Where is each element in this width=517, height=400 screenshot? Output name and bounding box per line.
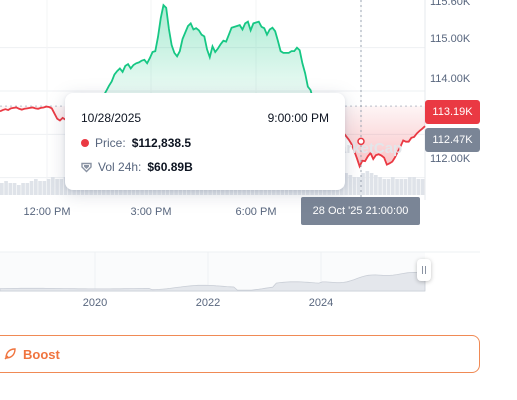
x-tick-label: 3:00 PM — [130, 206, 172, 218]
volume-bar — [416, 179, 421, 195]
volume-bar — [8, 183, 13, 195]
volume-bar — [352, 177, 357, 195]
price-line-above — [95, 3, 322, 107]
volume-bar — [399, 179, 404, 195]
tooltip-time: 9:00:00 PM — [267, 111, 329, 125]
price-dot-icon — [81, 139, 89, 147]
cursor-timestamp: 28 Oct '25 21:00:00 — [301, 197, 420, 225]
hover-point — [357, 137, 365, 146]
overview-chart[interactable] — [0, 251, 480, 292]
tooltip-volume-row: Vol 24h: $60.89B — [81, 160, 193, 174]
handle-grip-line — [422, 266, 423, 274]
volume-bar — [420, 179, 425, 195]
volume-bar — [29, 181, 34, 195]
volume-bar — [51, 177, 55, 195]
range-drag-handle[interactable] — [417, 259, 431, 281]
volume-bar — [21, 183, 25, 195]
volume-bar — [25, 183, 30, 195]
volume-bar — [395, 179, 399, 195]
y-tick-label: 115.60K — [430, 0, 471, 8]
tooltip-volume-value: $60.89B — [147, 160, 193, 174]
y-tick-label: 115.00K — [430, 33, 471, 45]
rocket-icon — [4, 348, 16, 360]
volume-bar — [361, 173, 365, 195]
x-tick-label: 6:00 PM — [235, 206, 277, 218]
volume-bar — [378, 177, 382, 195]
hover-price-tag: 112.47K — [425, 128, 480, 152]
volume-bar — [374, 175, 378, 195]
current-price-tag: 113.19K — [425, 100, 480, 124]
volume-bar — [55, 179, 59, 195]
tooltip-price-row: Price: $112,838.5 — [81, 136, 191, 150]
overview-area — [0, 271, 426, 292]
tooltip-price-label: Price: — [95, 136, 126, 150]
y-tick-label: 112.00K — [430, 153, 471, 165]
volume-bar — [382, 179, 387, 195]
volume-bar — [348, 175, 353, 195]
volume-bar — [17, 185, 21, 195]
y-tick-label: 114.00K — [430, 73, 471, 85]
shield-icon — [81, 162, 92, 172]
overview-x-tick-label: 2022 — [195, 297, 221, 309]
volume-bar — [412, 177, 416, 195]
watermark: arketCap — [338, 140, 403, 157]
boost-button-label: Boost — [23, 346, 60, 362]
volume-bar — [357, 177, 361, 195]
x-tick-label: 12:00 PM — [23, 206, 71, 218]
tooltip-date: 10/28/2025 — [81, 111, 142, 125]
boost-button[interactable]: Boost — [0, 335, 480, 373]
tooltip-price-value: $112,838.5 — [131, 136, 192, 150]
volume-bar — [369, 173, 374, 195]
volume-bar — [59, 179, 64, 195]
chart-tooltip: 10/28/2025 9:00:00 PM Price: $112,838.5 … — [65, 93, 345, 190]
volume-bar — [12, 183, 17, 195]
volume-bar — [403, 179, 408, 195]
price-area-below — [0, 106, 425, 167]
volume-bar — [386, 179, 391, 195]
handle-grip-line — [425, 266, 426, 274]
volume-bar — [34, 179, 38, 195]
volume-bar — [391, 177, 395, 195]
volume-bar — [0, 183, 4, 195]
volume-bar — [46, 179, 51, 195]
overview-x-tick-label: 2024 — [308, 297, 334, 309]
volume-bar — [38, 181, 42, 195]
volume-bar — [4, 181, 8, 195]
volume-bar — [365, 171, 370, 195]
overview-x-tick-label: 2020 — [82, 297, 108, 309]
volume-bar — [42, 181, 47, 195]
volume-bar — [408, 177, 412, 195]
volume-bar — [344, 173, 348, 195]
tooltip-volume-label: Vol 24h: — [98, 160, 142, 174]
